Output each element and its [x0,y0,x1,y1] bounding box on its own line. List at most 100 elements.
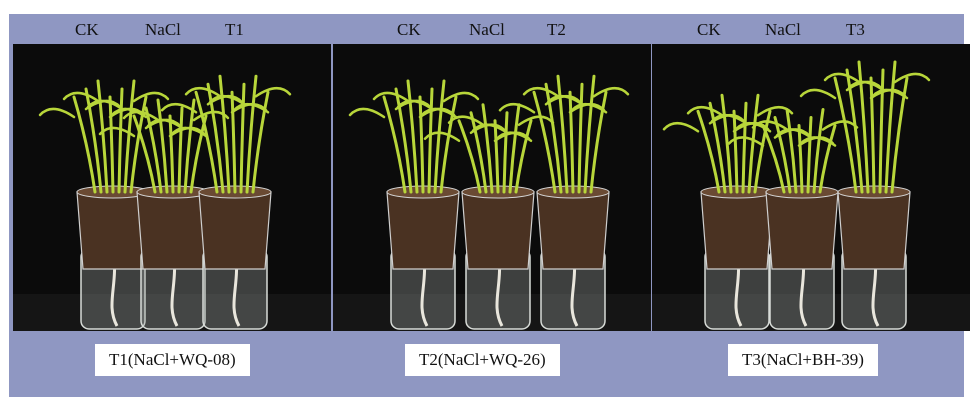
seedling-leaf [514,119,533,194]
seedling-leaf [439,95,458,194]
panel-caption: T1(NaCl+WQ-08) [95,344,250,376]
soil-cup [837,191,911,270]
soil-cup [765,191,839,270]
seedling-blade [686,106,724,117]
seedling-blade [570,103,608,114]
seedling-leaf [129,95,148,194]
seedling-blade [232,103,270,114]
seedling-blade [442,91,480,103]
jar-group [348,79,480,330]
label-treatment: T1 [225,20,244,39]
soil-cup [700,191,774,270]
seedling-blade [170,126,208,138]
jar-group [98,98,230,330]
seedling-blade [592,87,630,98]
seedling-blade [871,88,909,100]
seedling-blade [734,122,772,133]
seedling-leaf [218,74,231,194]
seedling-blade [522,87,560,98]
plant-photo-drawing [652,60,970,331]
label-ck: CK [697,20,721,39]
jar-group [498,74,630,330]
jar-group [799,60,931,330]
plant-photo [652,44,970,331]
seedling-blade [122,110,160,122]
label-ck: CK [397,20,421,39]
seedling-blade [372,91,410,103]
seedling-blade [517,115,555,126]
seedling-leaf [418,95,425,194]
seedling-blade [184,87,222,98]
seedling-blade [799,136,837,147]
seedling-blade [86,99,124,111]
seedling-leaf [577,82,584,194]
seedling-leaf [481,103,494,194]
seedling-blade [710,114,748,125]
seedling-leaf [532,90,557,194]
treatment-labels: CK NaCl T1 [13,20,331,44]
seedling-leaf [741,101,748,194]
seedling-leaf [457,119,482,194]
seedling-blade [160,103,198,114]
seedling-blade [847,80,885,92]
plant-photo-drawing [13,74,331,331]
soil-cup [461,191,535,270]
seedling-blade [348,107,386,119]
seedling-leaf [117,87,124,194]
seedling-blade [38,107,76,119]
seedling-leaf [589,90,608,194]
seedling-leaf [84,87,103,194]
seedling-leaf [747,93,760,194]
seedling-leaf [144,106,163,194]
seedling-blade [146,118,184,130]
label-treatment: T3 [846,20,865,39]
seedling-leaf [857,60,870,194]
seedling-blade [546,95,584,106]
seedling-leaf [72,95,97,194]
seedling-blade [396,99,434,111]
panel-caption: T2(NaCl+WQ-26) [405,344,560,376]
seedling-blade [254,87,292,98]
seedling-leaf [156,98,169,194]
seedling-blade [98,126,136,138]
seedling-blade [727,136,765,147]
label-nacl: NaCl [145,20,181,39]
seedling-leaf [556,74,569,194]
panel-t3: CK NaCl T3 T3(NaCl+BH-39) [652,14,970,397]
seedling-blade [471,123,509,134]
soil-cup [198,191,272,270]
seedling-leaf [785,108,798,194]
plant-photo [13,44,331,331]
seedling-leaf [869,76,876,194]
jar-group [727,108,859,330]
seedling-leaf [878,68,885,194]
seedling-blade [208,95,246,106]
seedling-leaf [96,79,109,194]
label-nacl: NaCl [765,20,801,39]
seedling-blade [775,128,813,139]
seedling-leaf [433,79,446,194]
jar-group [423,103,555,330]
plant-photo [333,44,651,331]
seedling-leaf [427,87,434,194]
soil-cup [386,191,460,270]
seedling-blade [420,107,458,119]
seedling-blade [893,72,931,84]
seedling-leaf [753,109,772,194]
seedling-leaf [583,74,596,194]
seedling-leaf [812,108,825,194]
seedling-blade [823,72,861,84]
seedling-blade [110,107,148,119]
seedling-leaf [502,111,509,194]
seedling-blade [498,103,536,114]
seedling-leaf [194,90,219,194]
table-surface [333,294,651,331]
seedling-leaf [382,95,407,194]
seedling-leaf [544,82,563,194]
seedling-leaf [568,90,575,194]
soil-cup [536,191,610,270]
seedling-leaf [797,124,804,194]
seedling-blade [423,131,461,142]
seedling-leaf [732,109,739,194]
seedling-leaf [251,90,270,194]
